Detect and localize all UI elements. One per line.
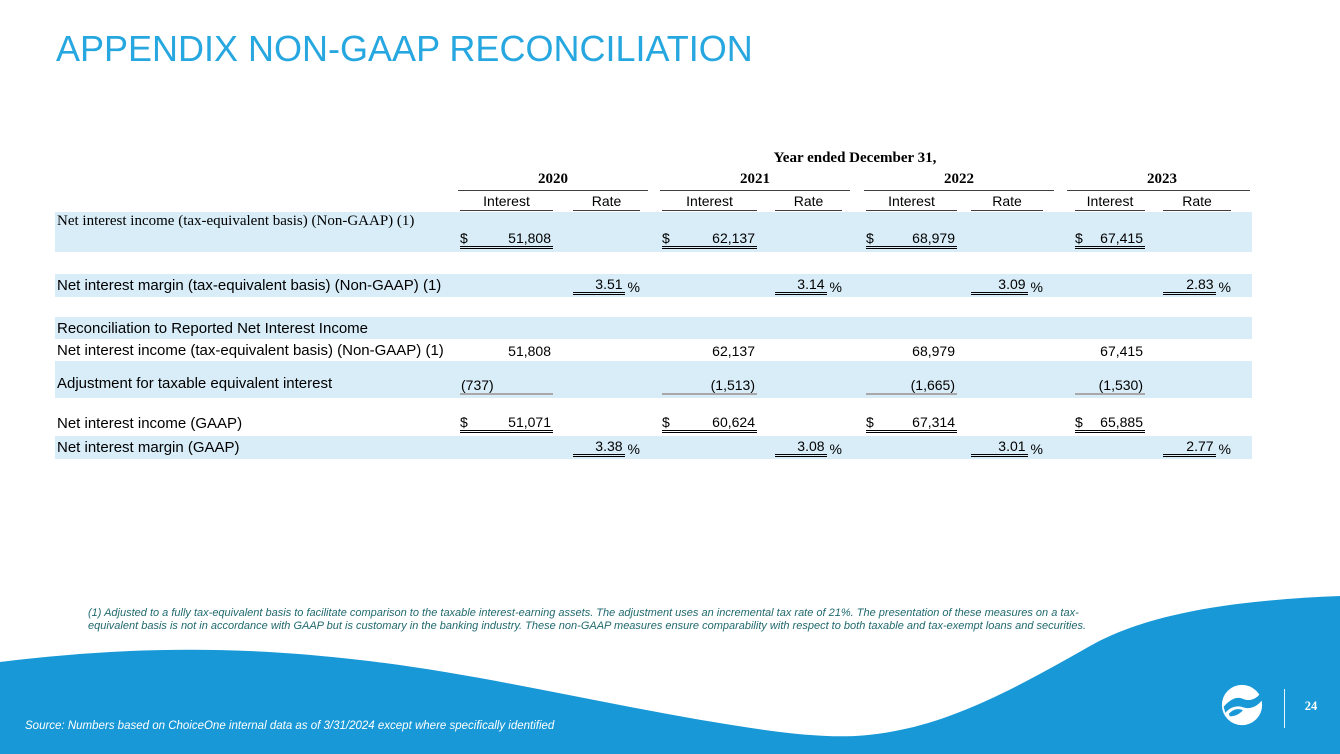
column-header-interest: Interest bbox=[483, 193, 530, 209]
choiceone-wave-logo-icon bbox=[1221, 684, 1263, 726]
column-header-interest: Interest bbox=[1086, 193, 1134, 209]
table-cell: (1,513) bbox=[662, 377, 757, 395]
table-cell: 67,415 bbox=[1100, 343, 1143, 359]
row-label: Reconciliation to Reported Net Interest … bbox=[57, 320, 368, 337]
row-label: Net interest income (GAAP) bbox=[57, 415, 243, 432]
table-span-header: Year ended December 31, bbox=[773, 150, 937, 166]
table-cell: (1,530) bbox=[1075, 377, 1145, 395]
column-underline bbox=[775, 210, 842, 211]
table-cell: (737) bbox=[460, 377, 553, 395]
table-row-nim-tax-equivalent: Net interest margin (tax-equivalent basi… bbox=[55, 274, 1252, 297]
row-label: Net interest income (tax-equivalent basi… bbox=[57, 342, 444, 359]
table-cell: $51,808 bbox=[460, 230, 553, 249]
table-cell: 51,808 bbox=[508, 343, 551, 359]
page-title: APPENDIX NON-GAAP RECONCILIATION bbox=[56, 28, 753, 69]
column-header-rate: Rate bbox=[1182, 193, 1212, 209]
page-number: 24 bbox=[1304, 699, 1318, 713]
currency-symbol: $ bbox=[1075, 230, 1083, 246]
table-cell: 3.01% bbox=[971, 438, 1043, 457]
year-header-2022: 2022 bbox=[944, 171, 974, 187]
percent-symbol: % bbox=[829, 441, 842, 457]
year-underline bbox=[1067, 190, 1250, 191]
year-underline bbox=[458, 190, 648, 191]
column-underline bbox=[866, 210, 957, 211]
column-header-rate: Rate bbox=[992, 193, 1022, 209]
currency-symbol: $ bbox=[662, 230, 670, 246]
table-cell: $65,885 bbox=[1075, 414, 1145, 433]
percent-symbol: % bbox=[1218, 441, 1231, 457]
table-cell: 3.08% bbox=[775, 438, 842, 457]
year-underline bbox=[864, 190, 1054, 191]
currency-symbol: $ bbox=[866, 230, 874, 246]
table-cell: $51,071 bbox=[460, 414, 553, 433]
column-underline bbox=[460, 210, 553, 211]
table-cell: 3.51% bbox=[573, 276, 640, 295]
table-cell: 3.09% bbox=[971, 276, 1043, 295]
percent-symbol: % bbox=[627, 279, 640, 295]
table-cell: $60,624 bbox=[662, 414, 757, 433]
column-underline bbox=[971, 210, 1043, 211]
table-row-nii-tax-equivalent-repeat: Net interest income (tax-equivalent basi… bbox=[55, 339, 1252, 361]
percent-symbol: % bbox=[1030, 279, 1043, 295]
table-cell: $68,979 bbox=[866, 230, 957, 249]
column-header-rate: Rate bbox=[793, 193, 824, 209]
year-header-2021: 2021 bbox=[740, 171, 770, 187]
currency-symbol: $ bbox=[460, 230, 468, 246]
table-row-section-header: Reconciliation to Reported Net Interest … bbox=[55, 317, 1252, 339]
footer-divider bbox=[1284, 689, 1285, 728]
table-cell: 3.38% bbox=[573, 438, 640, 457]
non-gaap-reconciliation-table: Year ended December 31, 2020 2021 2022 2… bbox=[55, 145, 1252, 465]
source-note: Source: Numbers based on ChoiceOne inter… bbox=[25, 720, 555, 732]
percent-symbol: % bbox=[829, 279, 842, 295]
percent-symbol: % bbox=[627, 441, 640, 457]
percent-symbol: % bbox=[1218, 279, 1231, 295]
table-cell: 68,979 bbox=[912, 343, 955, 359]
table-cell: (1,665) bbox=[866, 377, 957, 395]
table-cell: 62,137 bbox=[712, 343, 755, 359]
percent-symbol: % bbox=[1030, 441, 1043, 457]
currency-symbol: $ bbox=[662, 414, 670, 430]
footer-wave bbox=[0, 596, 1340, 754]
table-row-adjustment: Adjustment for taxable equivalent intere… bbox=[55, 361, 1252, 398]
column-underline bbox=[662, 210, 757, 211]
table-cell: 2.83% bbox=[1163, 276, 1231, 295]
table-row-nii-tax-equivalent: Net interest income (tax-equivalent basi… bbox=[55, 212, 1252, 252]
year-header-2023: 2023 bbox=[1147, 171, 1177, 187]
currency-symbol: $ bbox=[866, 414, 874, 430]
table-cell: $67,314 bbox=[866, 414, 957, 433]
column-underline bbox=[1163, 210, 1231, 211]
row-label: Net interest income (tax-equivalent basi… bbox=[57, 213, 415, 229]
column-header-rate: Rate bbox=[591, 193, 622, 209]
table-cell: 2.77% bbox=[1163, 438, 1231, 457]
column-underline bbox=[1075, 210, 1145, 211]
footnote: (1) Adjusted to a fully tax-equivalent b… bbox=[88, 607, 1087, 632]
column-underline bbox=[573, 210, 640, 211]
column-header-interest: Interest bbox=[686, 193, 733, 209]
table-row-nim-gaap: Net interest margin (GAAP) 3.38% 3.08% 3… bbox=[55, 436, 1252, 459]
row-label: Net interest margin (tax-equivalent basi… bbox=[57, 277, 442, 294]
table-cell: $67,415 bbox=[1075, 230, 1145, 249]
currency-symbol: $ bbox=[1075, 414, 1083, 430]
row-label: Adjustment for taxable equivalent intere… bbox=[57, 375, 333, 392]
currency-symbol: $ bbox=[460, 414, 468, 430]
table-cell: 3.14% bbox=[775, 276, 842, 295]
column-header-interest: Interest bbox=[888, 193, 935, 209]
table-cell: $62,137 bbox=[662, 230, 757, 249]
row-label: Net interest margin (GAAP) bbox=[57, 439, 240, 456]
year-underline bbox=[660, 190, 850, 191]
table-row-nii-gaap: Net interest income (GAAP) $51,071 $60,6… bbox=[55, 411, 1252, 436]
year-header-2020: 2020 bbox=[538, 171, 568, 187]
